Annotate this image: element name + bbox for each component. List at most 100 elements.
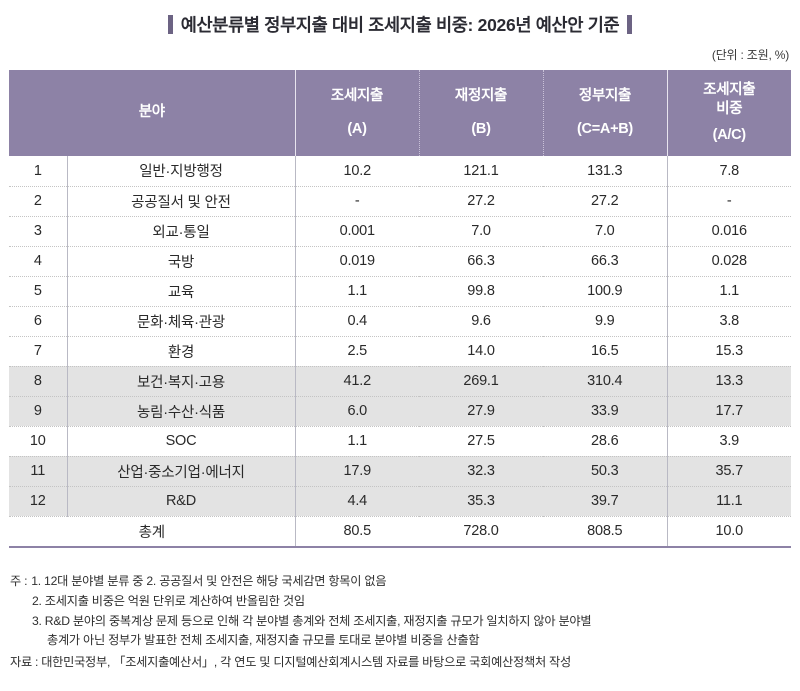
row-ratio: 3.8	[666, 306, 791, 337]
row-number: 4	[9, 246, 67, 277]
row-fiscal-expenditure: 27.2	[419, 186, 543, 217]
table-body: 1 일반·지방행정 10.2 121.1 131.3 7.8 2 공공질서 및 안전 -27.2…	[9, 156, 791, 548]
row-ratio: 0.016	[666, 216, 791, 247]
row-fiscal-expenditure: 269.1	[419, 366, 543, 397]
table-row: 4 국방 0.019 66.3 66.3 0.028	[9, 246, 791, 277]
source-lead: 자료 :	[10, 655, 39, 670]
row-ratio: 13.3	[666, 366, 791, 397]
row-field-name: 농림·수산·식품	[66, 396, 295, 427]
row-tax-expenditure: 0.019	[294, 246, 419, 277]
page-title-text: 예산분류별 정부지출 대비 조세지출 비중: 2026년 예산안 기준	[180, 15, 620, 35]
total-tax-expenditure: 80.5	[294, 515, 419, 548]
total-gov-expenditure: 808.5	[543, 515, 667, 548]
header-ratio-main-1: 조세지출	[703, 81, 756, 98]
table-row: 7 환경 2.5 14.0 16.5 15.3	[9, 336, 791, 367]
table-row: 6 문화·체육·관광 0.4 9.6 9.9 3.8	[9, 306, 791, 337]
row-tax-expenditure: 2.5	[294, 336, 419, 367]
row-fiscal-expenditure: 121.1	[419, 156, 543, 187]
row-field-name: 일반·지방행정	[66, 156, 295, 187]
row-ratio: 15.3	[666, 336, 791, 367]
row-number: 12	[9, 486, 67, 517]
row-tax-expenditure: -	[294, 186, 419, 217]
row-fiscal-expenditure: 27.9	[419, 396, 543, 427]
table-row: 2 공공질서 및 안전 -27.2 27.2-	[9, 186, 791, 217]
row-tax-expenditure: 0.001	[294, 216, 419, 247]
row-fiscal-expenditure: 35.3	[419, 486, 543, 517]
row-gov-expenditure: 28.6	[543, 426, 667, 457]
row-ratio: 3.9	[666, 426, 791, 457]
row-number: 2	[9, 186, 67, 217]
table-header-row: 분야 조세지출 (A) 재정지출 (B) 정부지출 (C=A+B) 조세지출	[9, 70, 791, 156]
row-gov-expenditure: 50.3	[543, 456, 667, 487]
row-ratio: 1.1	[666, 276, 791, 307]
row-gov-expenditure: 16.5	[543, 336, 667, 367]
header-tax-expenditure-sub: (A)	[347, 120, 367, 137]
footnote-3-continued-text: 총계가 아닌 정부가 발표한 전체 조세지출, 재정지출 규모를 토대로 분야별…	[47, 633, 480, 648]
row-field-name: R&D	[66, 486, 295, 517]
row-fiscal-expenditure: 9.6	[419, 306, 543, 337]
row-number: 3	[9, 216, 67, 247]
footnote-lead: 주 :	[10, 574, 28, 588]
header-tax-expenditure-main: 조세지출	[330, 87, 384, 104]
footnote-3-continued: 총계가 아닌 정부가 발표한 전체 조세지출, 재정지출 규모를 토대로 분야별…	[10, 631, 794, 651]
header-gov-expenditure: 정부지출 (C=A+B)	[542, 70, 667, 156]
header-ratio-sub: (A/C)	[712, 126, 746, 143]
row-number: 11	[9, 456, 67, 487]
source-line: 자료 : 대한민국정부, 「조세지출예산서」, 각 연도 및 디지털예산회계시스…	[10, 653, 794, 673]
row-tax-expenditure: 0.4	[294, 306, 419, 337]
row-number: 9	[9, 396, 67, 427]
footnote-1-text: 1. 12대 분야별 분류 중 2. 공공질서 및 안전은 해당 국세감면 항목…	[31, 574, 387, 588]
header-field: 분야	[9, 70, 295, 156]
row-tax-expenditure: 1.1	[294, 276, 419, 307]
table-row: 5 교육 1.1 99.8 100.9 1.1	[9, 276, 791, 307]
row-field-name: 산업·중소기업·에너지	[66, 456, 295, 487]
row-tax-expenditure: 6.0	[294, 396, 419, 427]
row-ratio: -	[666, 186, 791, 217]
row-fiscal-expenditure: 27.5	[419, 426, 543, 457]
footnote-1: 주 : 1. 12대 분야별 분류 중 2. 공공질서 및 안전은 해당 국세감…	[10, 572, 794, 592]
footnote-3-text: 3. R&D 분야의 중복계상 문제 등으로 인해 각 분야별 총계와 전체 조…	[32, 613, 592, 628]
header-fiscal-expenditure-main: 재정지출	[454, 87, 508, 104]
table-row: 3 외교·통일 0.001 7.0 7.0 0.016	[9, 216, 791, 247]
row-tax-expenditure: 10.2	[294, 156, 419, 187]
row-gov-expenditure: 9.9	[543, 306, 667, 337]
row-ratio: 11.1	[666, 486, 791, 517]
row-fiscal-expenditure: 14.0	[419, 336, 543, 367]
row-tax-expenditure: 17.9	[294, 456, 419, 487]
total-label: 총계	[9, 515, 295, 548]
row-number: 6	[9, 306, 67, 337]
row-gov-expenditure: 7.0	[543, 216, 667, 247]
header-ratio-main-2: 비중	[716, 101, 743, 118]
table-row: 11 산업·중소기업·에너지 17.9 32.3 50.3 35.7	[9, 456, 791, 487]
title-right-bar-icon	[627, 15, 633, 34]
header-fiscal-expenditure: 재정지출 (B)	[418, 70, 543, 156]
row-gov-expenditure: 310.4	[543, 366, 667, 397]
budget-table: 분야 조세지출 (A) 재정지출 (B) 정부지출 (C=A+B) 조세지출	[9, 70, 791, 548]
budget-table-container: 분야 조세지출 (A) 재정지출 (B) 정부지출 (C=A+B) 조세지출	[9, 70, 791, 548]
row-gov-expenditure: 33.9	[543, 396, 667, 427]
unit-note: (단위 : 조원, %)	[711, 48, 789, 62]
row-ratio: 0.028	[666, 246, 791, 277]
row-field-name: SOC	[66, 426, 295, 457]
table-row: 8 보건·복지·고용 41.2 269.1 310.4 13.3	[9, 366, 791, 397]
footnote-2: 2. 조세지출 비중은 억원 단위로 계산하여 반올림한 것임	[10, 592, 794, 612]
row-tax-expenditure: 41.2	[294, 366, 419, 397]
row-number: 10	[9, 426, 67, 457]
header-fiscal-expenditure-sub: (B)	[471, 120, 491, 137]
row-number: 5	[9, 276, 67, 307]
row-gov-expenditure: 100.9	[543, 276, 667, 307]
row-field-name: 환경	[66, 336, 295, 367]
page-title: 예산분류별 정부지출 대비 조세지출 비중: 2026년 예산안 기준	[0, 12, 800, 37]
header-tax-expenditure: 조세지출 (A)	[294, 70, 419, 156]
row-number: 8	[9, 366, 67, 397]
header-tax-expenditure-ratio: 조세지출 비중 (A/C)	[666, 70, 791, 156]
row-fiscal-expenditure: 99.8	[419, 276, 543, 307]
row-field-name: 교육	[66, 276, 295, 307]
row-gov-expenditure: 39.7	[543, 486, 667, 517]
row-ratio: 7.8	[666, 156, 791, 187]
row-tax-expenditure: 1.1	[294, 426, 419, 457]
row-gov-expenditure: 27.2	[543, 186, 667, 217]
row-field-name: 외교·통일	[66, 216, 295, 247]
footnote-2-text: 2. 조세지출 비중은 억원 단위로 계산하여 반올림한 것임	[32, 593, 305, 608]
title-left-bar-icon	[167, 15, 173, 34]
